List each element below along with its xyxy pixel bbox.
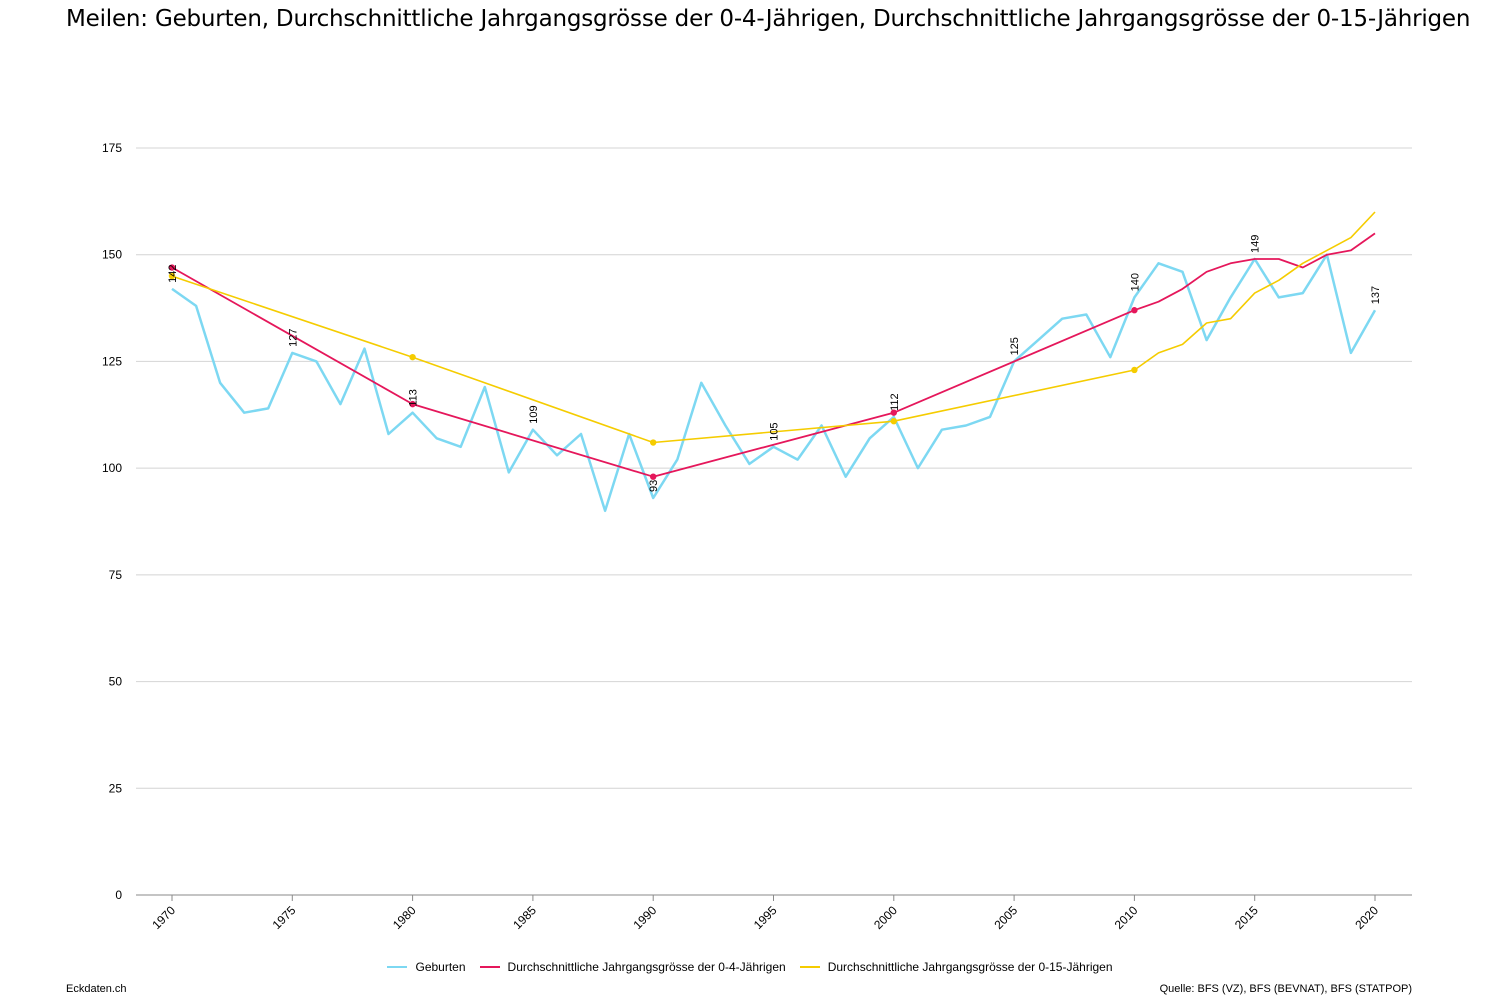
series-marker-3 — [409, 353, 416, 361]
data-label: 142 — [167, 265, 179, 283]
x-tick-label: 2010 — [1112, 903, 1141, 932]
x-tick-label: 1995 — [751, 903, 780, 932]
y-tick-label: 0 — [115, 888, 122, 902]
series-marker-2 — [409, 400, 416, 408]
data-label: 112 — [889, 393, 901, 411]
x-tick-label: 2020 — [1352, 903, 1381, 932]
data-label: 125 — [1009, 337, 1021, 355]
series-line-3 — [171, 211, 1376, 444]
legend-swatch-births — [387, 966, 408, 968]
series-line-1 — [171, 253, 1377, 513]
legend-swatch-avg-0-15 — [799, 966, 820, 968]
page-title: Meilen: Geburten, Durchschnittliche Jahr… — [66, 6, 1471, 32]
legend-swatch-avg-0-4 — [479, 966, 500, 968]
series-marker-2 — [650, 473, 657, 480]
x-tick-label: 1985 — [510, 903, 539, 932]
legend-label-avg-0-4: Durchschnittliche Jahrgangsgrösse der 0-… — [507, 960, 786, 974]
y-tick-label: 125 — [102, 354, 122, 368]
brand-label: Eckdaten.ch — [66, 983, 127, 995]
data-label: 105 — [769, 422, 781, 440]
x-tick-label: 2015 — [1232, 903, 1261, 932]
y-tick-label: 25 — [109, 781, 123, 795]
data-label: 113 — [408, 389, 420, 407]
x-tick-label: 1980 — [390, 903, 419, 932]
x-tick-label: 2005 — [991, 903, 1020, 932]
series-line-2 — [171, 232, 1376, 478]
legend-label-births: Geburten — [415, 960, 466, 974]
series-marker-3 — [168, 272, 176, 280]
source-label: Quelle: BFS (VZ), BFS (BEVNAT), BFS (STA… — [1159, 983, 1412, 995]
legend-item-avg-0-15: Durchschnittliche Jahrgangsgrösse der 0-… — [799, 960, 1113, 974]
legend-item-births: Geburten — [387, 960, 466, 974]
y-tick-label: 150 — [102, 248, 122, 262]
series-marker-3 — [650, 439, 657, 446]
data-label: 140 — [1129, 273, 1141, 291]
data-label: 149 — [1250, 235, 1262, 253]
y-tick-label: 175 — [102, 141, 122, 155]
series-marker-3 — [890, 417, 897, 425]
series-marker-2 — [1131, 307, 1138, 314]
x-tick-label: 1975 — [270, 903, 299, 932]
data-label: 137 — [1370, 286, 1382, 304]
data-label: 93 — [648, 480, 660, 492]
y-tick-label: 50 — [109, 675, 123, 689]
legend-label-avg-0-15: Durchschnittliche Jahrgangsgrösse der 0-… — [827, 960, 1113, 974]
legend-item-avg-0-4: Durchschnittliche Jahrgangsgrösse der 0-… — [479, 960, 786, 974]
x-tick-label: 1990 — [631, 903, 660, 932]
y-tick-label: 100 — [102, 461, 122, 475]
data-label: 127 — [287, 329, 299, 347]
series-marker-2 — [168, 264, 176, 271]
chart-legend: Geburten Durchschnittliche Jahrgangsgrös… — [0, 960, 1500, 974]
x-tick-label: 1970 — [149, 903, 178, 932]
series-marker-3 — [1131, 366, 1138, 374]
series-marker-2 — [890, 409, 897, 416]
y-tick-label: 75 — [109, 568, 123, 582]
x-tick-label: 2000 — [871, 903, 900, 932]
data-label: 109 — [528, 405, 540, 423]
